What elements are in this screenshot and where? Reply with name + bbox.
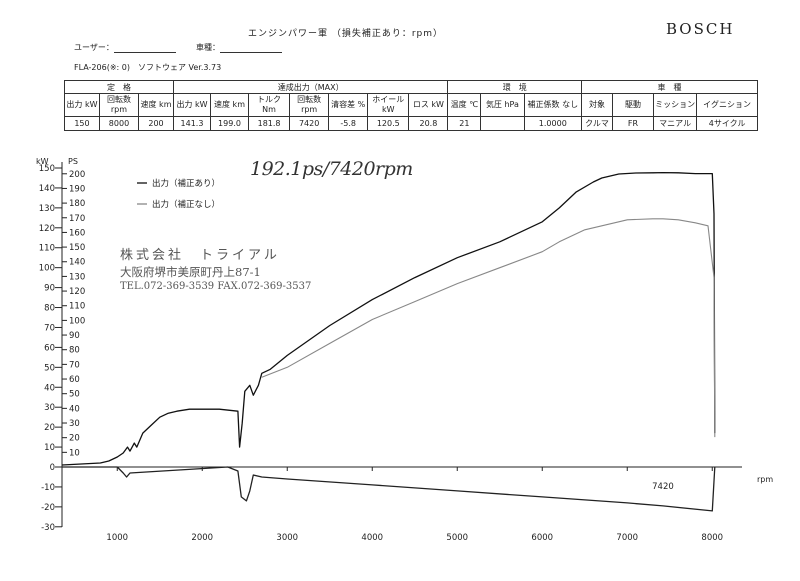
y-tick-label-ps: 190	[69, 184, 85, 194]
col-header: 気圧 hPa	[480, 93, 525, 117]
y-tick-label-ps: 180	[69, 199, 85, 209]
chart-series	[61, 171, 716, 512]
y-tick-label-ps: 20	[69, 434, 80, 444]
y-tick-label-ps: 110	[69, 302, 85, 312]
y-tick-label-kw: 0	[50, 463, 55, 473]
y-tick-label-kw: -20	[41, 503, 55, 513]
y-tick-label-ps: 60	[69, 375, 80, 385]
handwritten-note: 192.1ps/7420rpm	[250, 158, 413, 180]
y-tick-label-kw: 30	[44, 403, 55, 413]
chart-legend: 出力（補正あり） 出力（補正なし）	[137, 178, 220, 210]
legend-entry-corrected: 出力（補正あり）	[152, 178, 220, 189]
col-header: 回転数 rpm	[98, 93, 140, 117]
max-rpm-label: 7420	[652, 482, 674, 492]
x-tick-label: 8000	[701, 533, 723, 543]
y-tick-label-kw: -30	[41, 523, 55, 533]
col-header: 回転数 rpm	[289, 93, 330, 117]
x-tick-label: 2000	[191, 533, 213, 543]
series-corrected-power	[61, 171, 716, 466]
y-tick-label-ps: 80	[69, 346, 80, 356]
company-stamp: 株式会社 トライアル 大阪府堺市美原町丹上87-1 TEL.072-369-35…	[120, 247, 311, 294]
value-cell: FR	[611, 116, 655, 131]
spec-value-row: 150 8000 200 141.3 199.0 181.8 7420 -5.8…	[64, 116, 758, 131]
y-tick-label-ps: 10	[69, 448, 80, 458]
y-tick-label-kw: 50	[44, 363, 55, 373]
col-header: 速度 km	[138, 93, 174, 117]
value-cell	[480, 116, 525, 131]
value-cell: 4サイクル	[696, 116, 758, 131]
user-label: ユーザー：	[74, 43, 114, 52]
y-tick-label-kw: 90	[44, 284, 55, 294]
y-tick-label-kw: 20	[44, 423, 55, 433]
y-unit-label-ps: PS	[68, 157, 78, 166]
user-value	[113, 43, 176, 53]
col-header: 清容差 %	[328, 93, 369, 117]
y-tick-label-ps: 170	[69, 214, 85, 224]
y-tick-label-ps: 120	[69, 287, 85, 297]
y-tick-label-ps: 100	[69, 316, 85, 326]
company-address: 大阪府堺市美原町丹上87-1	[120, 264, 261, 279]
y-tick-label-kw: 120	[39, 224, 55, 234]
value-cell: 8000	[98, 116, 140, 131]
col-header: トルク Nm	[248, 93, 291, 117]
x-tick-label: 7000	[616, 533, 638, 543]
x-unit-label: rpm	[757, 475, 773, 484]
vehicle-label: 車種：	[196, 43, 220, 52]
value-cell: 181.8	[248, 116, 291, 131]
x-tick-label: 1000	[106, 533, 128, 543]
y-tick-label-kw: 70	[44, 323, 55, 333]
company-name: 株式会社 トライアル	[120, 248, 280, 263]
y-tick-label-kw: 40	[44, 383, 55, 393]
vehicle-value	[220, 43, 282, 53]
col-header: イグニション	[696, 93, 758, 117]
legend-entry-uncorrected: 出力（補正なし）	[152, 199, 220, 210]
y-tick-label-kw: 100	[39, 264, 55, 274]
y-tick-label-ps: 160	[69, 228, 85, 238]
brand-logo: BOSCH	[666, 20, 735, 38]
y-tick-label-ps: 70	[69, 360, 80, 370]
value-cell: マニアル	[653, 116, 698, 131]
y-tick-label-ps: 40	[69, 404, 80, 414]
series-loss	[62, 466, 716, 512]
y-unit-label-kw: kW	[36, 157, 49, 166]
spec-header-row: 出力 kW 回転数 rpm 速度 km 出力 kW 速度 km トルク Nm 回…	[64, 93, 758, 117]
y-tick-label-ps: 200	[69, 170, 85, 180]
report-title: エンジンパワー軍 （損失補正あり：rpm）	[248, 29, 444, 39]
y-tick-label-ps: 140	[69, 258, 85, 268]
y-tick-label-ps: 50	[69, 390, 80, 400]
y-tick-label-kw: 110	[39, 244, 55, 254]
y-tick-label-kw: 10	[44, 443, 55, 453]
x-tick-label: 5000	[446, 533, 468, 543]
user-field: ユーザー：	[74, 42, 176, 53]
y-tick-label-kw: -10	[41, 483, 55, 493]
y-tick-label-kw: 80	[44, 304, 55, 314]
value-cell: 120.5	[367, 116, 410, 131]
y-tick-label-ps: 90	[69, 331, 80, 341]
y-tick-label-ps: 130	[69, 272, 85, 282]
y-tick-label-kw: 150	[39, 164, 55, 174]
col-header: 速度 km	[209, 93, 250, 117]
series-uncorrected-power	[261, 218, 716, 438]
col-header: 対象	[581, 93, 613, 117]
x-tick-label: 6000	[531, 533, 553, 543]
spec-table: 定 格 達成出力（MAX） 環 境 車 種 出力 kW 回転数 rpm 速度 k…	[64, 80, 758, 131]
y-tick-label-ps: 30	[69, 419, 80, 429]
col-header: ミッション	[653, 93, 698, 117]
x-tick-label: 3000	[276, 533, 298, 543]
x-tick-label: 4000	[361, 533, 383, 543]
chart-axes: kW PS rpm -30 -20 -10 0 10 20 30 40 50 60 70 80 90 100 11…	[36, 157, 773, 543]
vehicle-field: 車種：	[196, 42, 282, 53]
software-version: FLA-206(※: 0) ソフトウェア Ver.3.73	[74, 63, 222, 72]
y-tick-label-ps: 150	[69, 243, 85, 253]
y-tick-label-kw: 130	[39, 204, 55, 214]
value-cell: 20.8	[408, 116, 449, 131]
y-tick-label-kw: 140	[39, 184, 55, 194]
col-header: 補正係数 なし	[523, 93, 583, 117]
y-tick-label-kw: 60	[44, 343, 55, 353]
value-cell: 7420	[289, 116, 330, 131]
company-phone: TEL.072-369-3539 FAX.072-369-3537	[120, 281, 312, 293]
